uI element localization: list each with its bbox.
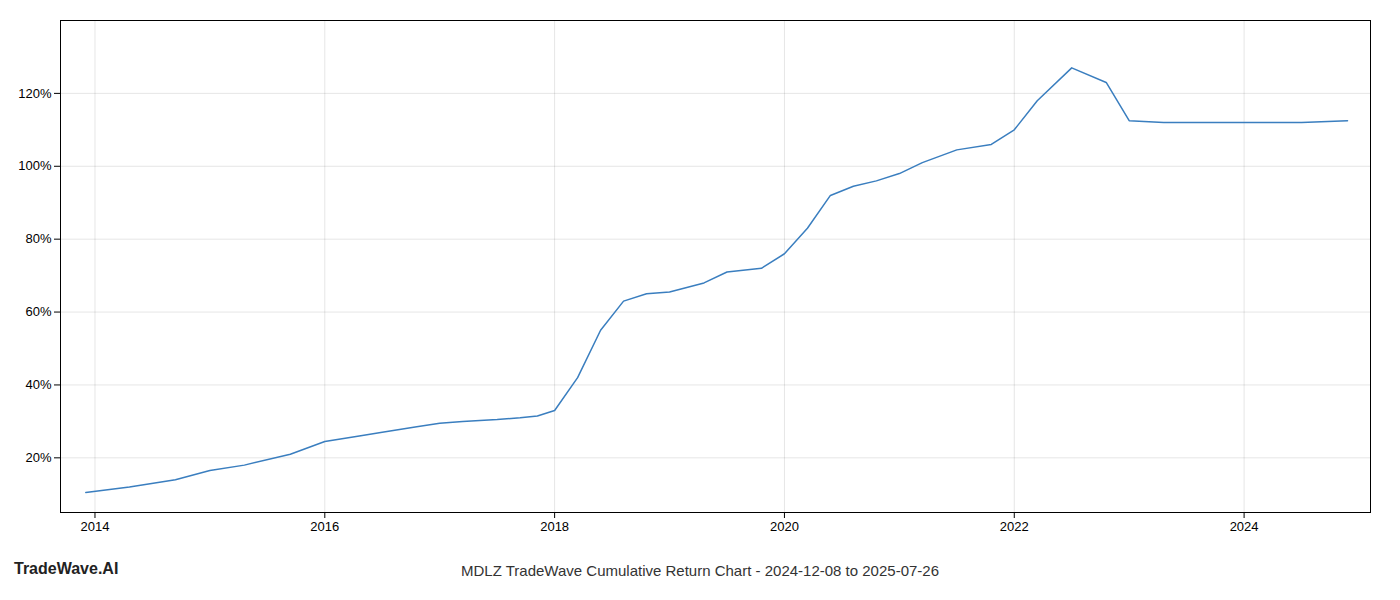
svg-text:2016: 2016 [310, 519, 339, 534]
svg-text:2018: 2018 [540, 519, 569, 534]
html-text:TradeWave.AI: TradeWave.AI [14, 560, 119, 577]
svg-text:2020: 2020 [770, 519, 799, 534]
svg-text:120%: 120% [18, 86, 52, 101]
svg-text:40%: 40% [25, 377, 51, 392]
svg-text:2022: 2022 [1000, 519, 1029, 534]
svg-text:2014: 2014 [81, 519, 110, 534]
html-text:MDLZ TradeWave Cumulative Retu: MDLZ TradeWave Cumulative Return Chart -… [461, 562, 939, 579]
svg-text:2024: 2024 [1230, 519, 1259, 534]
svg-text:80%: 80% [25, 231, 51, 246]
svg-text:20%: 20% [25, 450, 51, 465]
svg-text:100%: 100% [18, 158, 52, 173]
svg-text:60%: 60% [25, 304, 51, 319]
